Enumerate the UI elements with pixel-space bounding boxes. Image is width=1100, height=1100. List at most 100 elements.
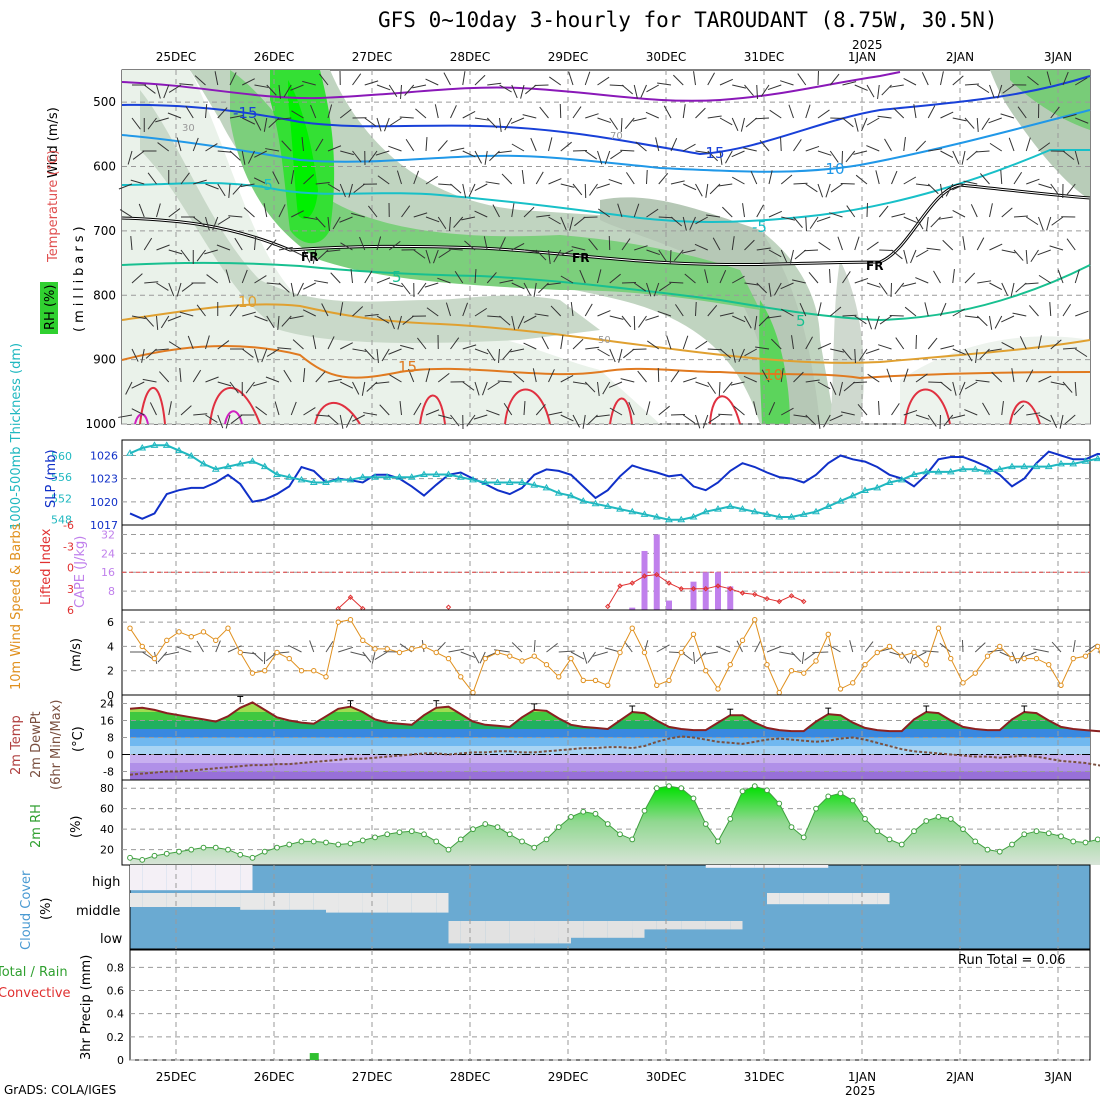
wind-speed-point — [470, 689, 476, 696]
wind-barb — [683, 143, 696, 152]
wind-barb — [657, 82, 672, 86]
wind-barb — [878, 400, 880, 416]
wind-barb — [659, 282, 672, 292]
thickness-tick: 548 — [51, 514, 72, 527]
wind-barb — [854, 277, 869, 284]
thickness-point — [775, 513, 784, 520]
wind-barb — [646, 340, 660, 350]
surface-wind-barb — [448, 648, 465, 653]
rh2m-point — [421, 831, 427, 838]
wind-barb — [461, 216, 476, 221]
wind-barb — [388, 84, 398, 98]
wind-barb — [466, 414, 476, 427]
rh2m-point — [764, 787, 770, 794]
clear-sky-bar — [264, 893, 277, 910]
rh2m-point — [127, 854, 133, 861]
wind-barb — [450, 183, 462, 194]
wind-barb — [229, 304, 239, 317]
cloud-ylabel: Cloud Cover — [19, 870, 34, 950]
wind-barb — [638, 315, 647, 328]
rh2m-point — [849, 797, 856, 804]
wind-barb — [1074, 77, 1088, 86]
wind-speed-point — [543, 661, 550, 668]
wind-barb — [194, 75, 206, 86]
wind-barb — [1025, 249, 1028, 265]
wind-barb — [881, 84, 892, 96]
wind-barb — [707, 150, 719, 162]
wind-barb — [830, 183, 843, 193]
wind-barb — [143, 237, 153, 251]
slp-tick: 1020 — [90, 496, 118, 509]
wind-barb — [193, 179, 207, 185]
wind-barb — [719, 150, 723, 165]
wind-barb — [719, 312, 734, 317]
wind-barb — [154, 348, 169, 351]
clear-sky-bar — [375, 893, 388, 913]
wind-barb — [768, 249, 782, 258]
wind-barb — [498, 348, 500, 364]
wind-barb — [303, 216, 318, 220]
wind-barb — [689, 216, 696, 230]
rh2m-point — [335, 841, 342, 848]
wind-barb — [204, 249, 218, 255]
thickness-point — [946, 467, 955, 475]
wind-speed-point — [188, 634, 194, 640]
wind-barb — [157, 142, 170, 152]
wind-barb — [963, 180, 978, 185]
rh-tick: 80 — [100, 782, 114, 795]
wind-barb — [216, 244, 231, 251]
wind-barb — [670, 370, 680, 383]
wind-barb — [585, 113, 599, 119]
cape-bar — [690, 581, 697, 610]
wind-barb — [891, 170, 898, 185]
wind-barb — [438, 414, 452, 420]
wind-barb — [168, 401, 172, 416]
clear-sky-bar — [191, 893, 204, 907]
rh2m-point — [739, 788, 746, 795]
clear-sky-bar — [522, 921, 535, 938]
thickness-point — [175, 446, 183, 454]
wind-barb — [910, 249, 917, 264]
rh2m-point — [825, 793, 832, 800]
wind-barb — [609, 84, 624, 87]
wind-barb — [926, 216, 929, 231]
wind-barb — [865, 348, 880, 355]
wind-barb — [340, 150, 354, 156]
temp-tick: 8 — [107, 732, 114, 745]
wind-barb — [234, 237, 243, 251]
wind-barb — [229, 72, 237, 86]
wind-barb — [731, 117, 739, 131]
wind-barb — [318, 73, 329, 86]
clear-sky-bar — [228, 865, 241, 891]
wind-barb — [167, 315, 182, 322]
wind-barb — [915, 277, 929, 284]
wind-barb — [977, 280, 992, 284]
wind-barb — [389, 117, 402, 127]
thickness-point — [640, 510, 649, 517]
wind-barb — [426, 307, 439, 317]
wind-barb — [570, 302, 574, 317]
clear-sky-bar — [779, 893, 792, 905]
wind-barb — [142, 378, 157, 383]
wind-barb — [976, 315, 988, 327]
wind-barb — [915, 414, 930, 420]
wind-barb — [926, 247, 941, 251]
clear-sky-bar — [191, 865, 204, 891]
clear-sky-bar — [240, 893, 253, 910]
wind-barb — [156, 315, 159, 330]
wind-barb — [633, 282, 647, 292]
wind-barb — [143, 84, 156, 94]
date-label: 1JAN — [848, 1070, 876, 1084]
wind-barb — [501, 173, 513, 185]
wind-barb — [846, 205, 856, 218]
surface-wind-barb — [460, 651, 476, 658]
wind-barb — [913, 104, 917, 119]
temp-unit: (°C) — [71, 726, 86, 752]
wind-barb — [731, 150, 745, 158]
clear-sky-bar — [632, 921, 645, 930]
clear-sky-bar — [460, 921, 473, 944]
wind-barb — [266, 239, 277, 251]
rh2m-point — [151, 852, 158, 859]
wind-barb — [486, 117, 498, 129]
wind-barb — [291, 210, 304, 218]
